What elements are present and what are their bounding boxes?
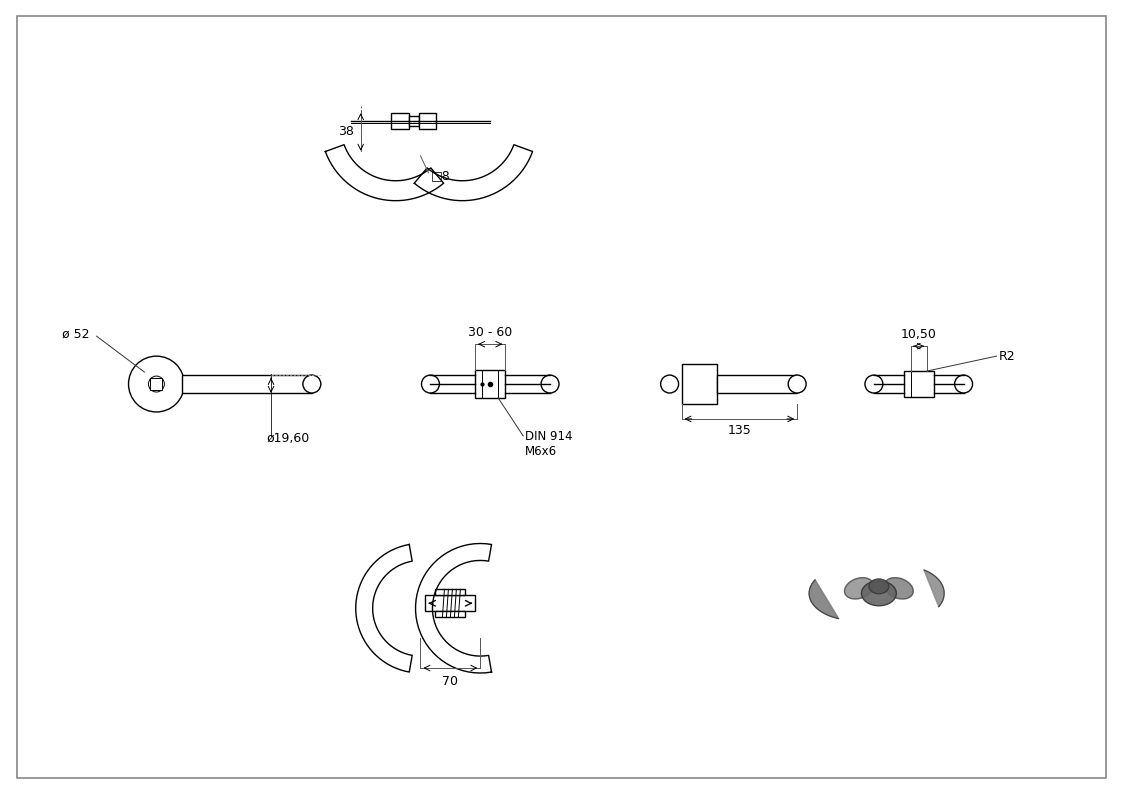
Circle shape — [955, 375, 973, 393]
Bar — [682, 364, 718, 404]
Text: 10,50: 10,50 — [901, 328, 937, 341]
Bar — [150, 378, 163, 390]
Text: 30 - 60: 30 - 60 — [468, 326, 512, 339]
Text: DIN 914
M6x6: DIN 914 M6x6 — [526, 430, 573, 458]
Bar — [475, 370, 505, 398]
Text: 135: 135 — [728, 424, 751, 437]
Ellipse shape — [884, 578, 913, 599]
Text: 70: 70 — [442, 676, 458, 688]
Polygon shape — [810, 580, 839, 619]
Circle shape — [128, 357, 184, 412]
Text: □8: □8 — [430, 169, 450, 183]
Bar — [391, 113, 409, 129]
Bar — [436, 611, 465, 617]
Bar — [182, 375, 312, 393]
Circle shape — [865, 375, 883, 393]
Circle shape — [421, 375, 439, 393]
Circle shape — [148, 376, 164, 392]
Ellipse shape — [869, 579, 888, 594]
Circle shape — [788, 375, 806, 393]
Text: ø19,60: ø19,60 — [266, 433, 309, 445]
Bar — [426, 596, 475, 611]
Bar — [436, 589, 465, 596]
Text: ø 52: ø 52 — [62, 328, 89, 341]
Text: R2: R2 — [998, 349, 1015, 363]
Bar — [419, 113, 437, 129]
Bar — [904, 371, 933, 397]
Bar — [409, 116, 419, 126]
Circle shape — [303, 375, 321, 393]
Text: 38: 38 — [338, 125, 354, 138]
Ellipse shape — [844, 578, 874, 599]
Bar — [718, 375, 797, 393]
Ellipse shape — [861, 581, 896, 606]
Circle shape — [541, 375, 559, 393]
Polygon shape — [924, 570, 944, 607]
Circle shape — [660, 375, 678, 393]
